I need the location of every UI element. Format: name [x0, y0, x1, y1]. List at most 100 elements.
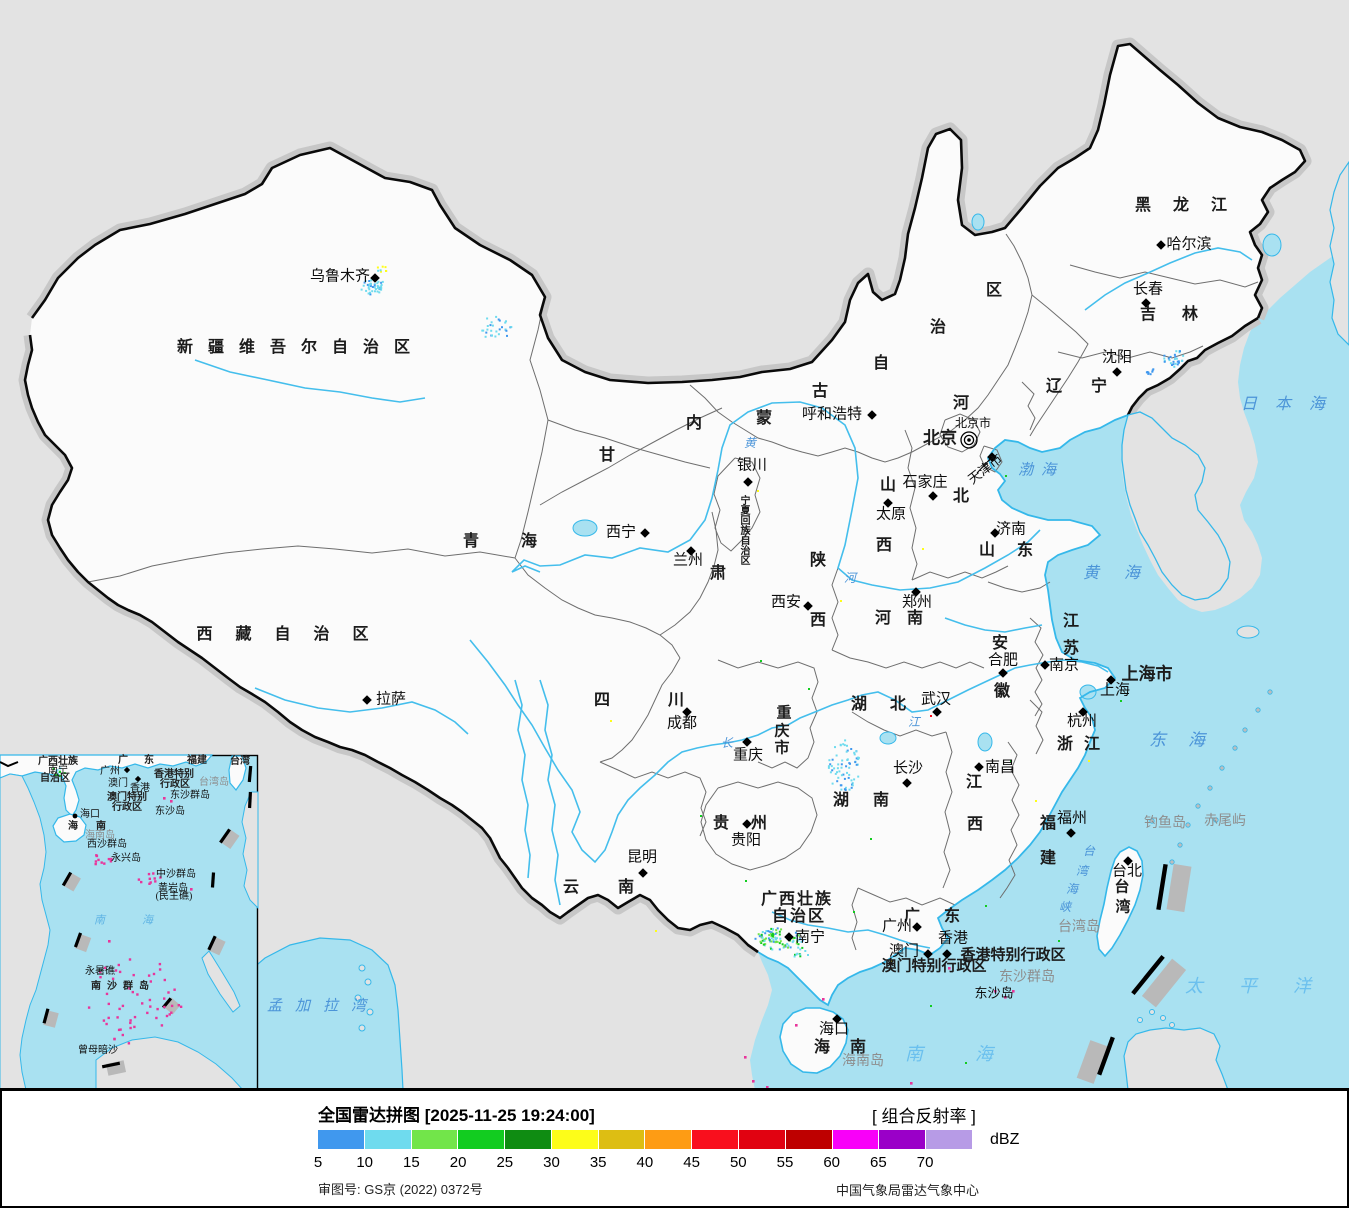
- dash-shadow: [1141, 958, 1187, 1008]
- reef-marker: [994, 990, 997, 993]
- radar-echo: [796, 952, 799, 955]
- lake: [971, 213, 985, 231]
- radar-echo: [849, 762, 851, 765]
- radar-echo: [510, 326, 513, 328]
- colorbar-tick: 70: [916, 1154, 934, 1171]
- province-boundary: [547, 419, 711, 469]
- radar-echo: [1175, 350, 1178, 353]
- radar-echo: [793, 936, 796, 939]
- inset-dash: [101, 1061, 121, 1069]
- river: [511, 401, 1041, 591]
- river: [514, 679, 531, 879]
- colorbar-swatch-25: [505, 1130, 551, 1149]
- radar-echo: [770, 931, 773, 934]
- radar-echo: [769, 940, 772, 943]
- province-boundary: [514, 557, 681, 659]
- radar-echo: [1180, 359, 1183, 362]
- river: [254, 687, 469, 735]
- radar-echo: [837, 763, 840, 766]
- ryukyu-island: [1255, 707, 1261, 713]
- reef-marker: [99, 976, 102, 979]
- province-boundary: [713, 457, 761, 552]
- dash-line: [1131, 954, 1165, 996]
- reef-marker: [117, 963, 120, 967]
- noise-speck: [1120, 700, 1122, 702]
- province-boundary: [599, 657, 681, 763]
- province-boundary: [87, 545, 516, 583]
- radar-echo: [1163, 357, 1166, 360]
- radar-echo: [796, 937, 799, 940]
- reef-marker: [132, 973, 135, 977]
- reef-marker: [158, 968, 162, 971]
- radar-echo: [1172, 360, 1175, 363]
- radar-echo: [789, 946, 792, 949]
- radar-echo: [772, 940, 775, 943]
- radar-echo: [377, 269, 380, 272]
- lake: [1262, 233, 1282, 257]
- noise-speck: [930, 715, 932, 717]
- radar-echo: [369, 285, 372, 288]
- lake: [977, 732, 993, 752]
- radar-echo: [797, 934, 800, 937]
- radar-echo: [836, 767, 839, 770]
- radar-echo: [57, 772, 60, 775]
- radar-echo: [1169, 362, 1172, 365]
- ryukyu-island: [1177, 842, 1183, 848]
- radar-echo: [491, 334, 493, 337]
- reef-marker: [948, 967, 951, 970]
- reef-marker: [149, 881, 152, 884]
- radar-echo: [55, 770, 58, 773]
- radar-echo: [769, 946, 772, 949]
- andaman-island: [364, 978, 372, 986]
- radar-echo: [762, 943, 765, 946]
- reef-marker: [168, 1013, 171, 1016]
- radar-echo: [376, 290, 379, 293]
- reef-marker: [147, 872, 151, 876]
- radar-echo: [1168, 359, 1171, 362]
- reef-marker: [137, 878, 141, 881]
- reef-marker: [795, 1024, 798, 1027]
- radar-echo: [828, 759, 831, 762]
- ryukyu-island: [1242, 727, 1248, 733]
- province-boundary: [1029, 617, 1044, 717]
- inset-dash: [42, 1008, 50, 1024]
- reef-marker: [163, 797, 166, 800]
- tianjin-arrow: [976, 458, 991, 474]
- radar-echo: [843, 777, 846, 780]
- province-boundary: [831, 649, 985, 669]
- radar-echo: [847, 776, 850, 779]
- radar-echo: [768, 930, 771, 933]
- province-boundary: [851, 887, 859, 951]
- noise-speck: [808, 688, 810, 690]
- reef-marker: [165, 1014, 169, 1018]
- radar-echo: [371, 290, 374, 293]
- radar-echo: [799, 948, 802, 951]
- reef-marker: [127, 1042, 131, 1045]
- radar-echo: [792, 940, 795, 942]
- radar-echo: [758, 935, 761, 938]
- map-title: 全国雷达拼图 [2025-11-25 19:24:00]: [318, 1106, 595, 1125]
- colorbar-tick: 50: [729, 1154, 747, 1171]
- radar-echo: [374, 290, 376, 293]
- colorbar-tick: 35: [589, 1154, 607, 1171]
- radar-echo: [485, 331, 488, 334]
- radar-echo: [365, 289, 368, 292]
- radar-echo: [850, 786, 853, 789]
- reef-marker: [121, 1033, 124, 1037]
- radar-echo: [505, 320, 507, 323]
- radar-echo: [853, 753, 856, 756]
- colorbar-swatch-5: [318, 1130, 364, 1149]
- river: [469, 639, 1109, 864]
- product-label: [ 组合反射率 ]: [872, 1107, 976, 1126]
- radar-echo: [1167, 357, 1170, 360]
- province-boundary: [700, 781, 818, 871]
- national-border-korea: [1126, 316, 1259, 416]
- radar-echo: [380, 270, 382, 273]
- river: [944, 617, 1043, 633]
- reef-marker: [111, 977, 115, 980]
- radar-echo: [377, 285, 380, 288]
- radar-echo: [840, 774, 843, 777]
- radar-echo: [763, 940, 766, 943]
- radar-echo: [370, 279, 373, 282]
